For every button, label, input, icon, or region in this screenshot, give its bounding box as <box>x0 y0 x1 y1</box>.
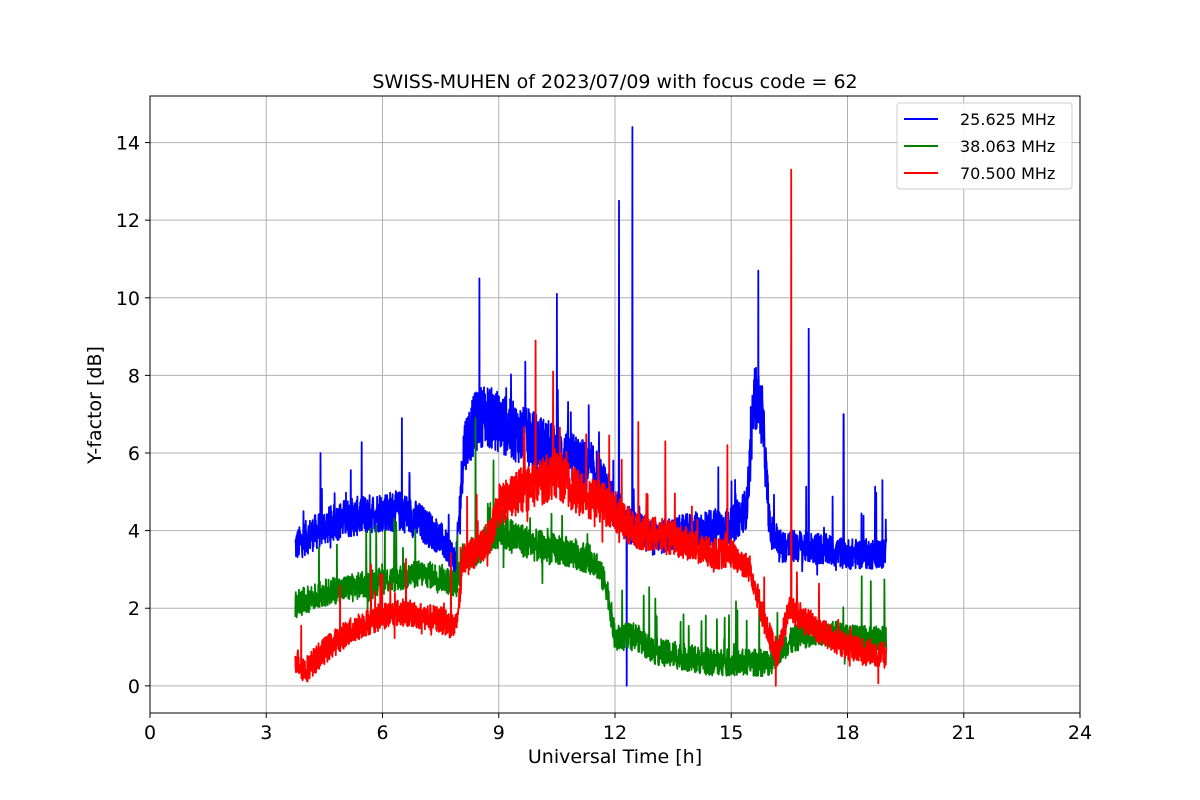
y-tick-label: 8 <box>128 365 140 387</box>
y-tick-label: 12 <box>116 210 140 232</box>
x-tick-label: 3 <box>260 722 272 744</box>
x-tick-label: 0 <box>144 722 156 744</box>
y-tick-label: 14 <box>116 133 140 155</box>
y-tick-label: 4 <box>128 521 140 543</box>
series-line-2 <box>294 417 888 678</box>
y-tick-label: 2 <box>128 598 140 620</box>
x-tick-label: 15 <box>719 722 743 744</box>
plot-area <box>294 126 888 687</box>
y-axis-ticks: 0 2 4 6 8 10 12 14 <box>116 133 150 698</box>
y-tick-label: 6 <box>128 443 140 465</box>
x-tick-label: 12 <box>603 722 627 744</box>
x-tick-label: 9 <box>493 722 505 744</box>
plot-frame <box>149 95 1081 714</box>
legend-frame <box>896 102 1073 190</box>
series-line-1 <box>294 126 888 687</box>
legend: 25.625 MHz 38.063 MHz 70.500 MHz <box>896 102 1073 190</box>
y-axis-label: Y-factor [dB] <box>84 346 106 465</box>
legend-label-2: 38.063 MHz <box>960 137 1055 156</box>
x-axis-label: Universal Time [h] <box>528 746 702 768</box>
legend-label-1: 25.625 MHz <box>960 110 1055 129</box>
x-tick-label: 21 <box>952 722 976 744</box>
y-tick-label: 0 <box>128 676 140 698</box>
x-tick-label: 18 <box>835 722 859 744</box>
chart-title: SWISS-MUHEN of 2023/07/09 with focus cod… <box>372 71 857 93</box>
y-tick-label: 10 <box>116 288 140 310</box>
x-tick-label: 24 <box>1068 722 1092 744</box>
x-tick-label: 6 <box>376 722 388 744</box>
series-line-3 <box>294 168 888 687</box>
x-axis-ticks: 0 3 6 9 12 15 18 21 24 <box>144 713 1092 744</box>
legend-label-3: 70.500 MHz <box>960 164 1055 183</box>
